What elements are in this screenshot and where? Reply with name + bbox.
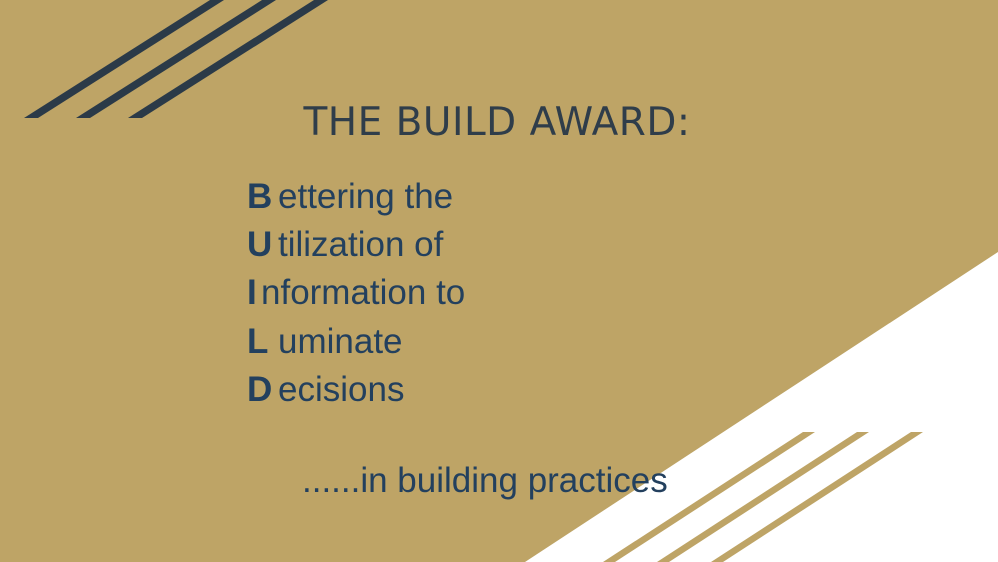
acrostic-rest: ettering the <box>278 177 454 216</box>
bottom-stripe-2 <box>657 432 869 562</box>
acrostic-initial: B <box>247 177 273 216</box>
slide-title: THE BUILD AWARD: <box>0 100 998 145</box>
white-corner-triangle <box>525 252 998 562</box>
acrostic-rest: tilization of <box>278 225 444 265</box>
acrostic-initial: I <box>247 273 257 313</box>
bottom-stripe-1 <box>603 432 815 562</box>
acrostic-rest: ecisions <box>278 369 405 409</box>
acrostic-rest: uminate <box>278 321 403 361</box>
top-stripe-2 <box>76 0 276 118</box>
top-stripe-3 <box>128 0 328 118</box>
bottom-right-stripes <box>603 432 923 562</box>
acrostic-rest: nformation to <box>261 273 466 313</box>
acrostic-initial: L <box>247 321 269 361</box>
top-stripe-1 <box>24 0 224 118</box>
tagline: ......in building practices <box>302 461 668 500</box>
slide-title-text: THE BUILD AWARD: <box>303 100 691 145</box>
acrostic-initial: D <box>247 369 273 409</box>
bottom-stripe-3 <box>711 432 923 562</box>
top-left-stripes <box>24 0 328 118</box>
acrostic-initial: U <box>247 225 273 265</box>
